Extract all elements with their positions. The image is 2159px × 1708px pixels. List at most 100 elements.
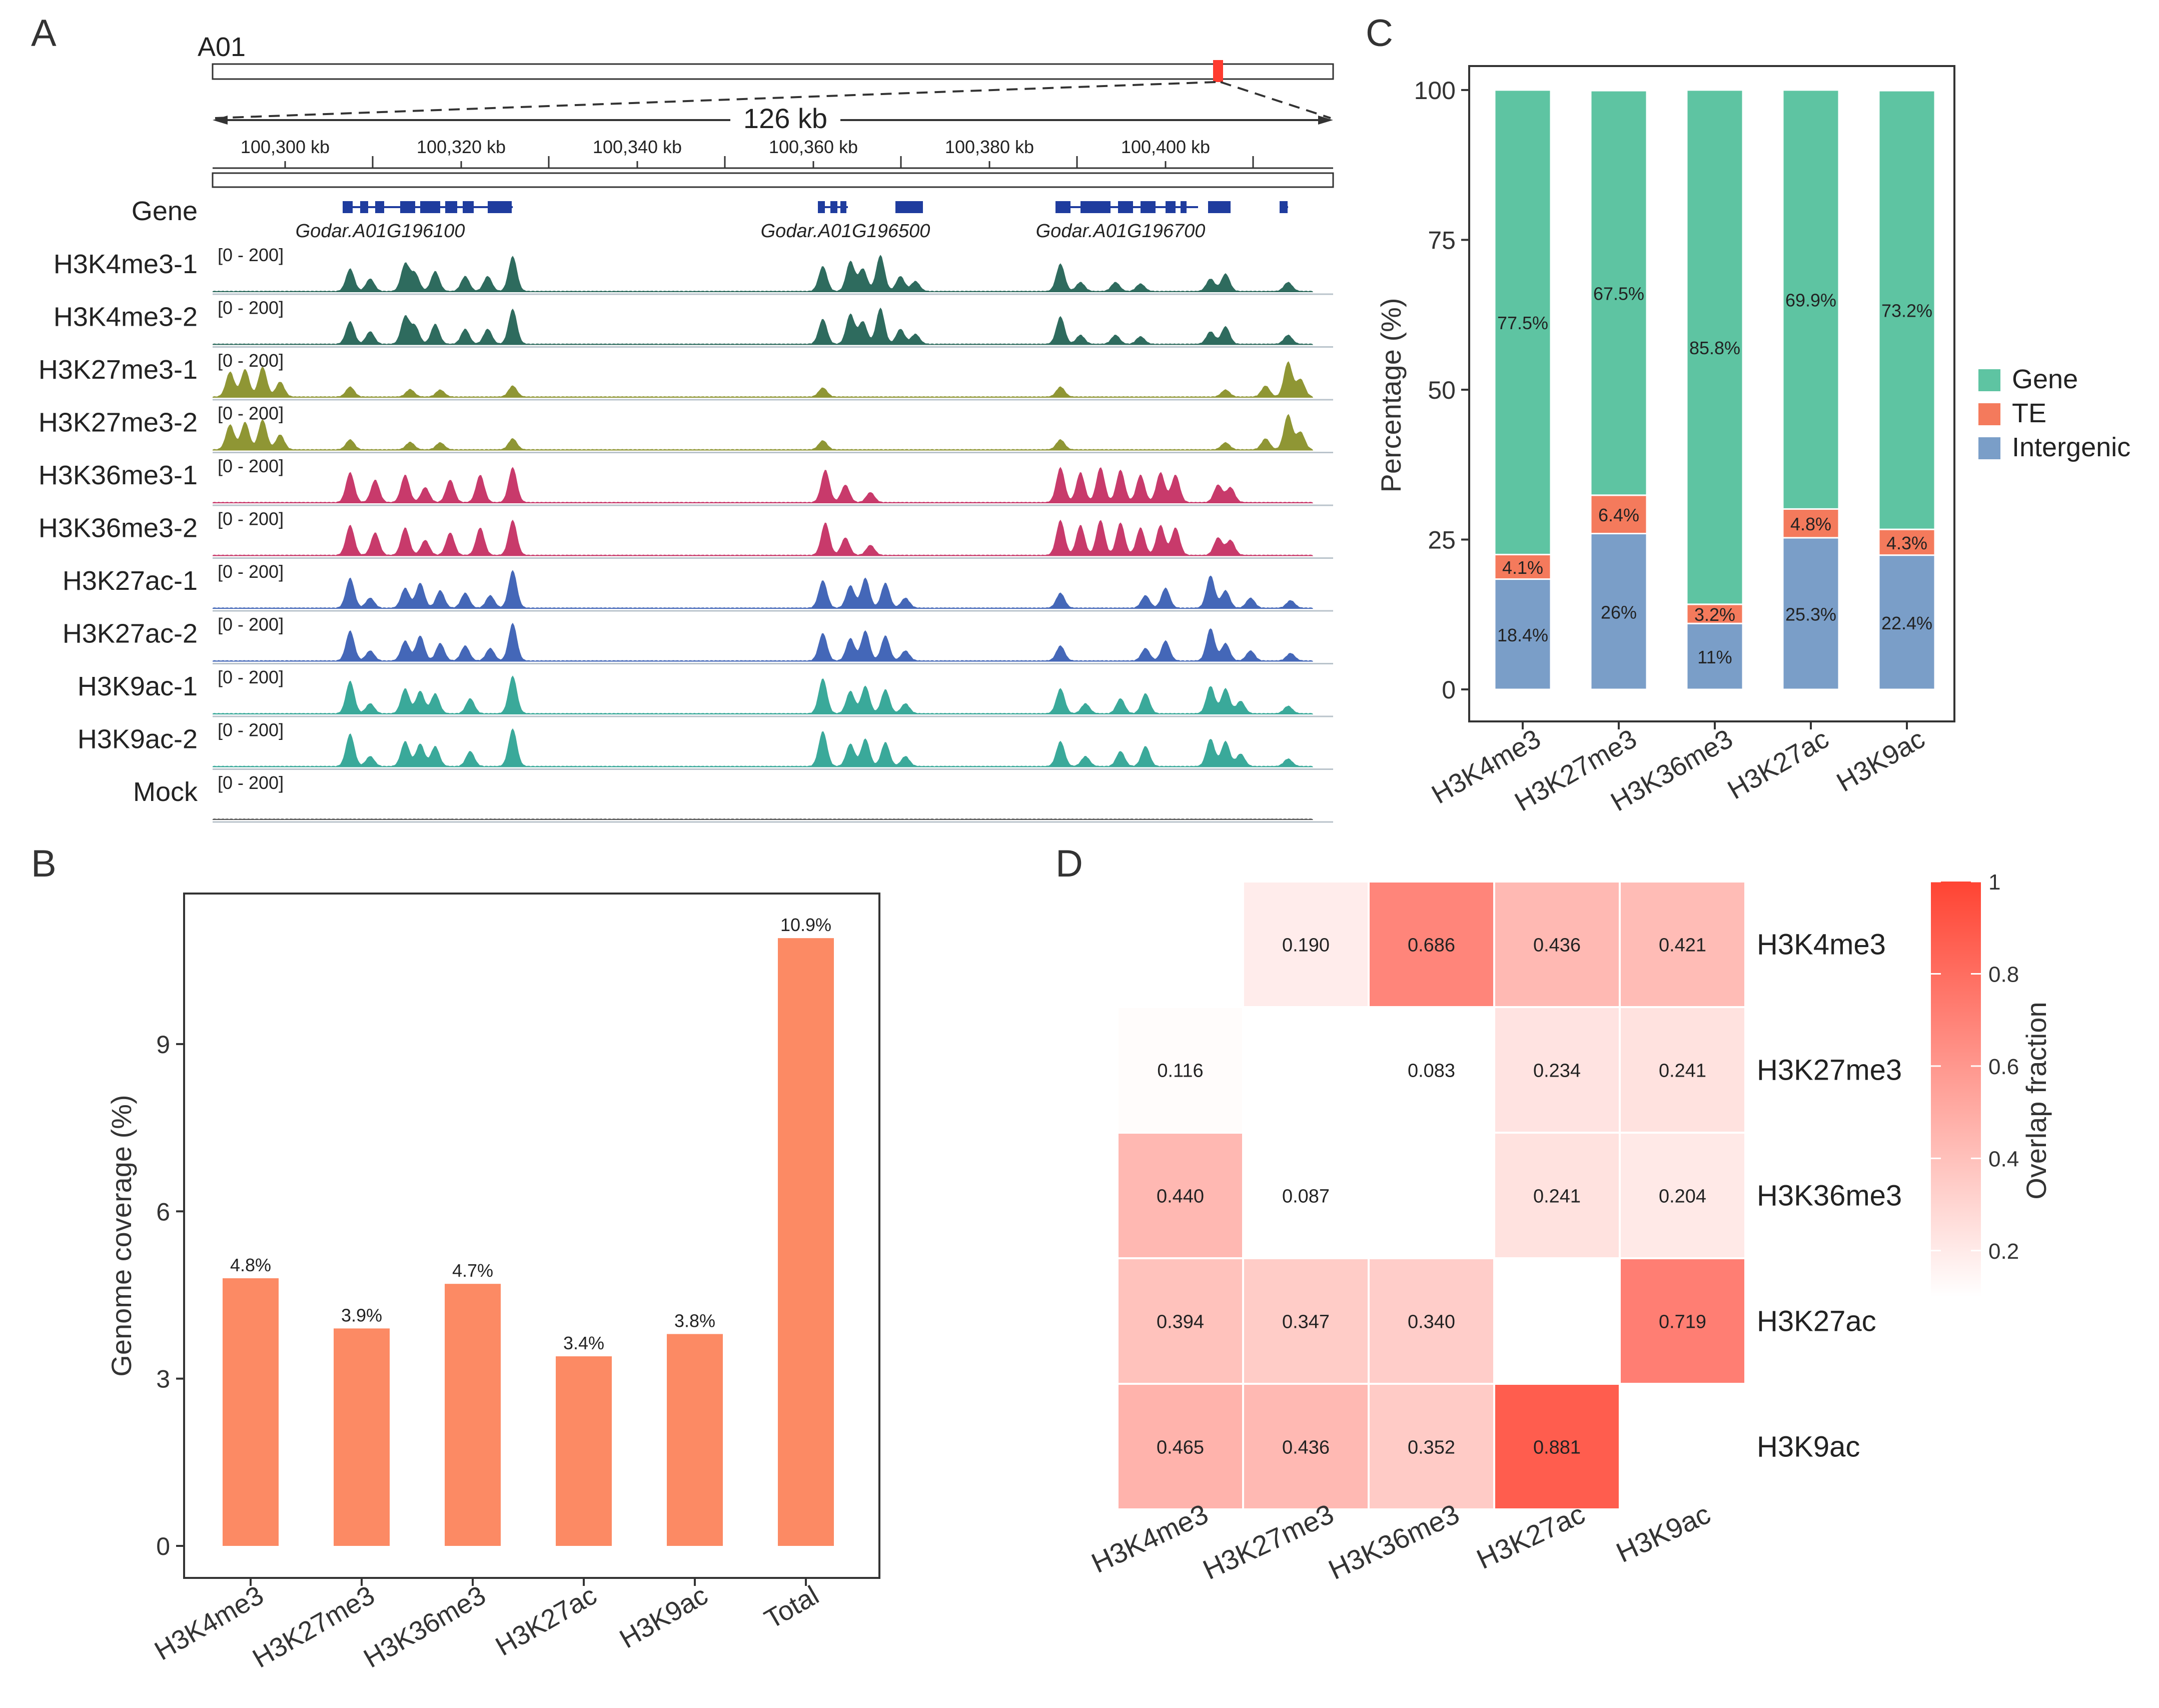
colorbar-tick-label: 0.8: [1988, 962, 2019, 987]
track-label: H3K27ac-1: [63, 566, 198, 596]
panel-letter-b: B: [31, 842, 57, 885]
track-label: H3K36me3-2: [39, 513, 198, 543]
y-tick-label-c: 50: [1428, 376, 1456, 404]
panel-d-overlap-heatmap: 0.190 0.686 0.436 0.421 H3K4me3 0.116 0.083 0.2…: [1087, 870, 2052, 1585]
x-tick-label-c: H3K9ac: [1832, 723, 1930, 797]
signal-tracks: H3K4me3-1 [0 - 200] H3K4me3-2 [0 - 200] H3K2…: [39, 245, 1333, 823]
track-signal: [213, 467, 1313, 503]
x-tick-label-b: H3K27me3: [248, 1580, 380, 1673]
segment-label-c: 3.2%: [1694, 604, 1735, 625]
gene-name-2: Godar.A01G196500: [761, 221, 930, 242]
track-signal: [213, 361, 1313, 398]
heatmap-cell-label: 0.686: [1408, 935, 1455, 956]
heatmap-row-label: H3K9ac: [1757, 1431, 1860, 1463]
heatmap-cell: [1619, 1132, 1746, 1259]
colorbar-tick-label: 0.2: [1988, 1239, 2019, 1264]
y-tick-label-c: 75: [1428, 226, 1456, 254]
stacked-segment-intergenic: [1494, 578, 1552, 690]
segment-label-c: 18.4%: [1497, 625, 1548, 645]
y-tick-label-b: 6: [156, 1198, 170, 1226]
x-tick-label-b: H3K36me3: [359, 1580, 491, 1673]
gene-exon: [1208, 201, 1231, 213]
track-label: Mock: [133, 777, 198, 807]
legend-label: TE: [2012, 398, 2046, 428]
track-range: [0 - 200]: [218, 720, 284, 740]
heatmap-cell-label: 0.241: [1659, 1061, 1706, 1082]
track-range: [0 - 200]: [218, 772, 284, 793]
heatmap-cell-label: 0.347: [1282, 1312, 1330, 1333]
segment-label-c: 22.4%: [1881, 613, 1932, 633]
track-range: [0 - 200]: [218, 667, 284, 687]
heatmap-cell-label: 0.394: [1157, 1312, 1204, 1333]
bar-data-label-b: 3.4%: [563, 1333, 604, 1353]
segment-label-c: 4.3%: [1886, 533, 1927, 553]
y-axis-title-b: Genome coverage (%): [106, 1095, 137, 1376]
ruler-tick-label: 100,380 kb: [945, 137, 1034, 157]
track-label: H3K27ac-2: [63, 619, 198, 649]
heatmap-cell-label: 0.436: [1533, 935, 1581, 956]
y-tick-label-c: 25: [1428, 526, 1456, 554]
bar-b: [667, 1334, 723, 1546]
stacked-segment-intergenic: [1782, 537, 1840, 690]
segment-label-c: 26%: [1601, 602, 1637, 622]
track-range: [0 - 200]: [218, 456, 284, 476]
heatmap-d: 0.190 0.686 0.436 0.421 H3K4me3 0.116 0.083 0.2…: [1087, 881, 1902, 1586]
gene-track-label: Gene: [132, 196, 198, 226]
x-tick-label-b: H3K9ac: [615, 1580, 713, 1654]
heatmap-cell: [1493, 1132, 1621, 1259]
gene-exon: [360, 201, 368, 213]
segment-label-c: 73.2%: [1881, 301, 1932, 321]
heatmap-cell: [1242, 881, 1370, 1008]
heatmap-row-label: H3K27me3: [1757, 1054, 1902, 1087]
bar-b: [223, 1278, 279, 1546]
bar-b: [556, 1356, 612, 1546]
panel-b-genome-coverage-chart: Genome coverage (%) 03694.8%H3K4me33.9%H…: [106, 893, 880, 1673]
heatmap-col-label: H3K9ac: [1611, 1498, 1715, 1568]
heatmap-cell: [1242, 1257, 1370, 1385]
heatmap-cell: [1242, 1383, 1370, 1510]
track-label: H3K27me3-2: [39, 408, 198, 438]
track-label: H3K4me3-1: [54, 249, 198, 279]
ruler-tick-label: 100,360 kb: [769, 137, 858, 157]
heatmap-col-label: H3K27me3: [1198, 1498, 1339, 1586]
track-range: [0 - 200]: [218, 509, 284, 529]
bar-b: [334, 1328, 390, 1546]
segment-label-c: 25.3%: [1785, 604, 1836, 624]
bar-data-label-b: 4.7%: [452, 1260, 493, 1281]
gene-exon: [488, 201, 503, 213]
track-signal: [213, 622, 1313, 662]
heatmap-col-label: H3K36me3: [1324, 1498, 1464, 1586]
bar-data-label-b: 3.9%: [341, 1305, 382, 1325]
heatmap-cell-label: 0.204: [1659, 1186, 1706, 1207]
region-highlight: [1213, 60, 1223, 82]
stacked-segment-te: [1590, 494, 1648, 534]
heatmap-cell: [1368, 1257, 1495, 1385]
heatmap-cell: [1619, 881, 1746, 1008]
y-axis-title-c: Percentage (%): [1375, 298, 1407, 492]
colorbar: [1931, 882, 1981, 1297]
plot-frame-b: [183, 893, 880, 1579]
track-range: [0 - 200]: [218, 350, 284, 371]
heatmap-cell-label: 0.083: [1408, 1061, 1455, 1082]
heatmap-cell: [1493, 881, 1621, 1008]
heatmap-row-label: H3K36me3: [1757, 1180, 1902, 1212]
track-signal: [213, 675, 1313, 714]
gene-exon: [420, 201, 440, 213]
track-range: [0 - 200]: [218, 298, 284, 318]
legend-swatch: [1978, 403, 2000, 425]
panel-c-stacked-distribution-chart: Percentage (%) 0 25 50 75 100 18.4% 4.1% 77.5% H…: [1375, 65, 2130, 817]
track-signal: [213, 570, 1313, 609]
gene-exon: [818, 201, 825, 213]
bar-b: [778, 938, 834, 1546]
track-label: H3K4me3-2: [54, 302, 198, 332]
heatmap-cell-label: 0.436: [1282, 1437, 1330, 1458]
heatmap-cell: [1117, 1132, 1244, 1259]
heatmap-cell: [1493, 1383, 1621, 1510]
legend-swatch: [1978, 369, 2000, 391]
colorbar-tick-label: 1: [1988, 870, 2000, 895]
gene-exon: [895, 201, 923, 213]
heatmap-cell-label: 0.352: [1408, 1437, 1455, 1458]
bar-data-label-b: 10.9%: [780, 915, 831, 935]
heatmap-cell-label: 0.440: [1157, 1186, 1204, 1207]
panel-letter-c: C: [1366, 12, 1393, 55]
